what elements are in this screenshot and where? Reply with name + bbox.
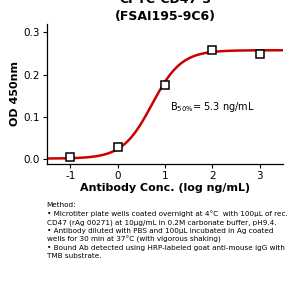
Text: B$_{50\%}$= 5.3 ng/mL: B$_{50\%}$= 5.3 ng/mL [170,100,254,113]
Text: Method:
• Microtiter plate wells coated overnight at 4°C  with 100μL of rec.
CD4: Method: • Microtiter plate wells coated … [47,202,287,259]
X-axis label: Antibody Conc. (log ng/mL): Antibody Conc. (log ng/mL) [80,183,250,194]
Y-axis label: OD 450nm: OD 450nm [11,61,20,126]
Title: CPTC-CD47-3
(FSAI195-9C6): CPTC-CD47-3 (FSAI195-9C6) [114,0,215,23]
